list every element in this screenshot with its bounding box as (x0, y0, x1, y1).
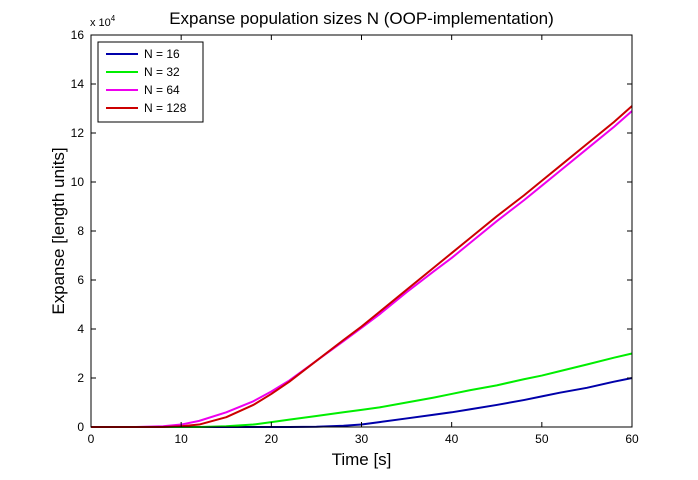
series-line-n128 (91, 105, 633, 428)
y-tick-label: 8 (77, 224, 84, 238)
legend-label: N = 64 (144, 83, 180, 97)
x-tick-label: 50 (535, 432, 549, 446)
x-tick-label: 10 (174, 432, 188, 446)
y-axis-multiplier-exponent: 4 (111, 14, 116, 23)
legend: N = 16 N = 32 N = 64 N = 128 (97, 41, 204, 123)
y-tick-label: 6 (77, 273, 84, 287)
legend-item: N = 128 (106, 101, 187, 115)
x-tick-label: 20 (265, 432, 279, 446)
legend-label: N = 32 (144, 65, 180, 79)
y-tick-label: 12 (71, 126, 85, 140)
x-tick-label: 40 (445, 432, 459, 446)
legend-item: N = 64 (106, 83, 180, 97)
x-tick-label: 60 (625, 432, 639, 446)
x-tick-label: 0 (88, 432, 95, 446)
legend-item: N = 32 (106, 65, 180, 79)
y-tick-label: 10 (71, 175, 85, 189)
y-axis-multiplier: x 104 (90, 14, 116, 29)
series-line-n64 (91, 110, 633, 428)
x-axis-label: Time [s] (332, 450, 392, 469)
legend-item: N = 16 (106, 47, 180, 61)
y-tick-label: 0 (77, 420, 84, 434)
legend-label: N = 128 (144, 101, 187, 115)
y-tick-label: 4 (77, 322, 84, 336)
y-tick-label: 2 (77, 371, 84, 385)
chart-title: Expanse population sizes N (OOP-implemen… (169, 9, 554, 28)
y-tick-label: 14 (71, 77, 85, 91)
ticks-layer: 0 10 20 30 40 50 60 0 2 4 6 8 10 12 14 16 (71, 28, 639, 446)
legend-label: N = 16 (144, 47, 180, 61)
y-axis-label: Expanse [length units] (49, 147, 68, 314)
x-tick-label: 30 (355, 432, 369, 446)
y-tick-label: 16 (71, 28, 85, 42)
y-axis-multiplier-base: x 10 (90, 17, 111, 29)
